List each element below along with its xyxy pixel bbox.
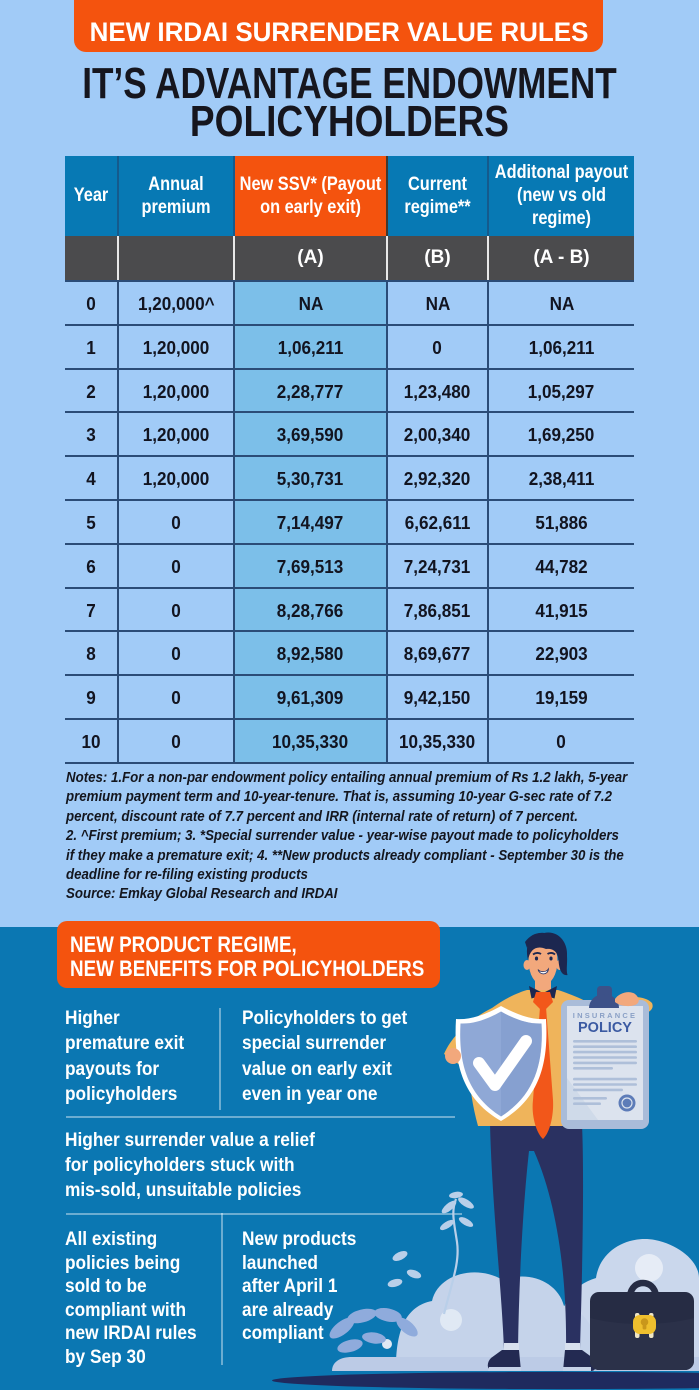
svg-text:POLICY: POLICY (578, 1020, 632, 1036)
svg-text:INSURANCE: INSURANCE (573, 1011, 637, 1020)
